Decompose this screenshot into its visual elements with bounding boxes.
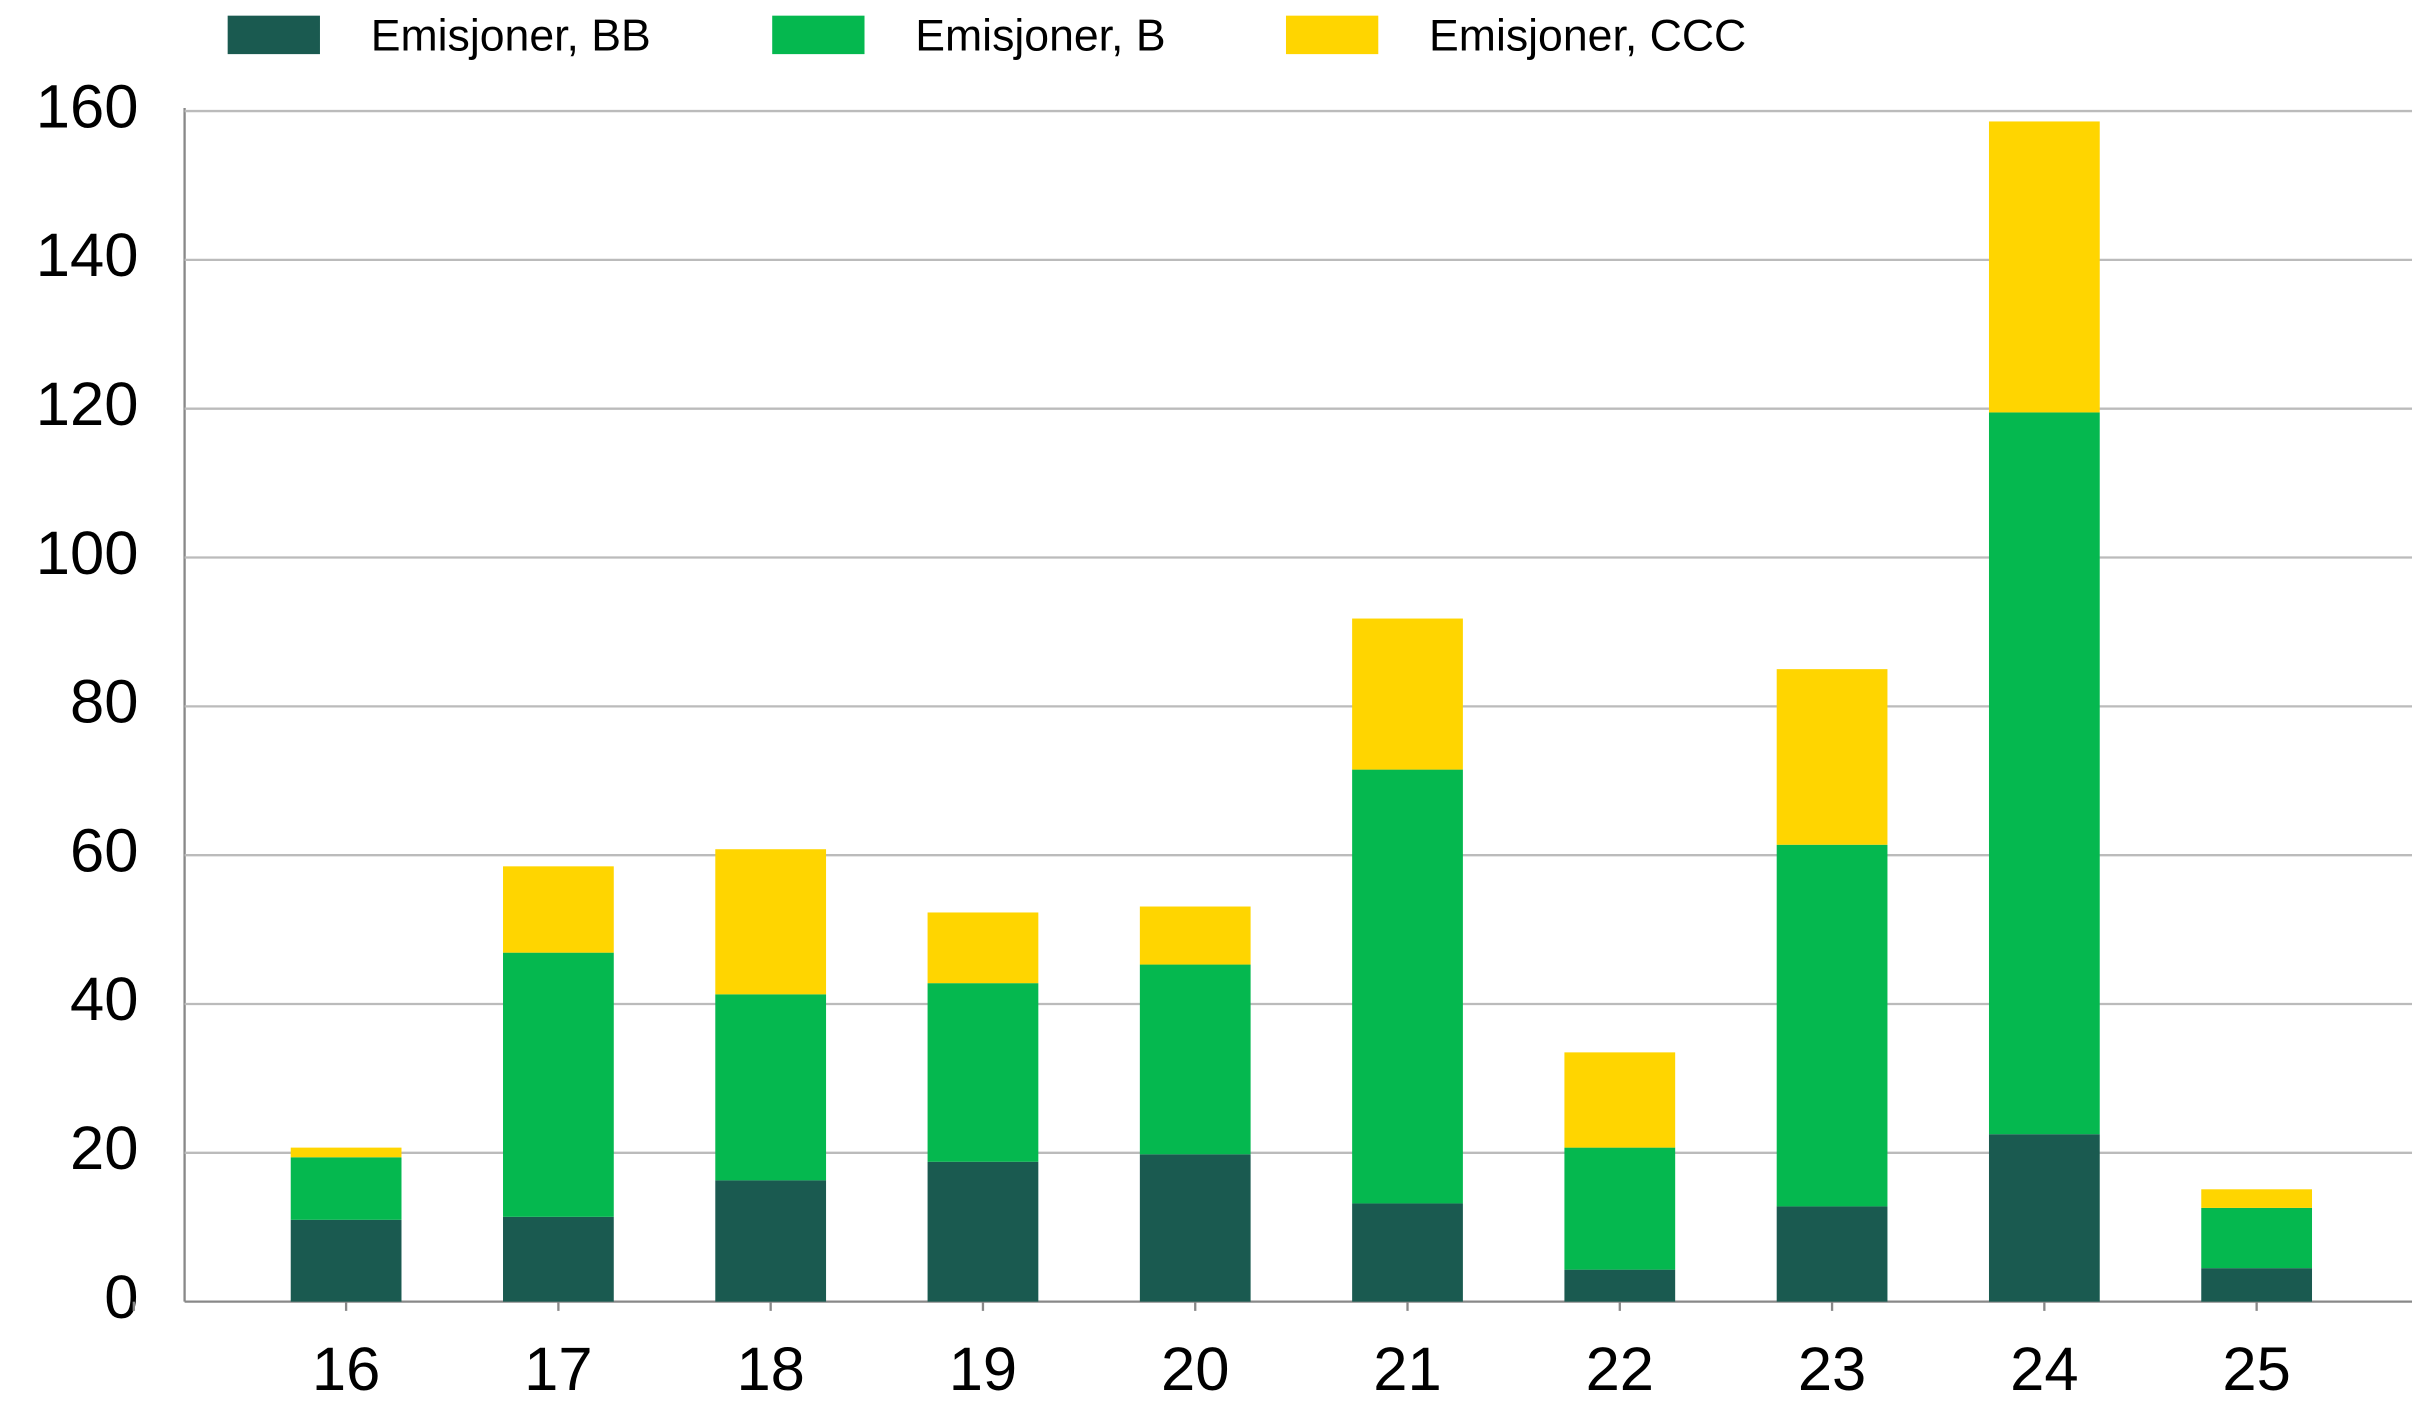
y-tick-label: 20 bbox=[70, 1114, 138, 1183]
bar-segment bbox=[1352, 1203, 1463, 1302]
x-tick-label: 16 bbox=[312, 1335, 380, 1404]
bar-segment bbox=[290, 1157, 402, 1220]
bar-segment bbox=[1139, 906, 1251, 965]
bar-segment bbox=[1352, 618, 1463, 770]
bar-segment bbox=[715, 849, 827, 995]
x-tick-label: 19 bbox=[949, 1335, 1017, 1404]
bar-segment bbox=[1988, 412, 2100, 1135]
bar-segment bbox=[1564, 1052, 1676, 1148]
x-tick-label: 23 bbox=[1798, 1335, 1866, 1404]
bar-segment bbox=[2201, 1207, 2313, 1269]
bar-segment bbox=[927, 912, 1039, 984]
x-tick-label: 24 bbox=[2010, 1335, 2078, 1404]
y-tick-label: 160 bbox=[36, 72, 139, 141]
bar-segment bbox=[2201, 1268, 2313, 1302]
bar-segment bbox=[290, 1219, 402, 1302]
y-tick-label: 0 bbox=[104, 1263, 138, 1332]
legend-swatch bbox=[227, 15, 320, 55]
x-tick-label: 25 bbox=[2222, 1335, 2290, 1404]
bar-segment bbox=[2201, 1189, 2313, 1208]
bar-segment bbox=[503, 1216, 614, 1302]
y-tick-label: 60 bbox=[70, 816, 138, 885]
bar-segment bbox=[290, 1147, 402, 1158]
bar-segment bbox=[927, 983, 1039, 1162]
bar-segment bbox=[1988, 121, 2100, 413]
y-tick-label: 100 bbox=[36, 519, 139, 588]
bar-segment bbox=[1776, 844, 1888, 1207]
x-tick-label: 17 bbox=[524, 1335, 592, 1404]
bar-segment bbox=[1776, 1206, 1888, 1302]
y-tick-label: 40 bbox=[70, 965, 138, 1034]
y-tick-label: 120 bbox=[36, 370, 139, 439]
legend-swatch bbox=[772, 15, 865, 55]
bar-segment bbox=[1139, 964, 1251, 1155]
x-tick-label: 21 bbox=[1373, 1335, 1441, 1404]
bar-segment bbox=[1352, 769, 1463, 1204]
bar-segment bbox=[1988, 1134, 2100, 1302]
bar-segment bbox=[715, 1180, 827, 1302]
bar-segment bbox=[1564, 1147, 1676, 1270]
x-tick-label: 20 bbox=[1161, 1335, 1229, 1404]
legend-label: Emisjoner, B bbox=[915, 12, 1165, 61]
y-tick-label: 80 bbox=[70, 668, 138, 737]
legend-swatch bbox=[1285, 15, 1379, 55]
legend-label: Emisjoner, BB bbox=[371, 12, 651, 61]
bar-segment bbox=[927, 1161, 1039, 1302]
x-tick-label: 18 bbox=[736, 1335, 804, 1404]
bar-segment bbox=[503, 866, 614, 953]
bar-segment bbox=[1139, 1154, 1251, 1302]
bar-segment bbox=[715, 994, 827, 1181]
bar-segment bbox=[1564, 1269, 1676, 1302]
bar-segment bbox=[1776, 669, 1888, 845]
x-tick-label: 22 bbox=[1586, 1335, 1654, 1404]
bar-segment bbox=[503, 952, 614, 1217]
y-tick-label: 140 bbox=[36, 221, 139, 290]
legend-label: Emisjoner, CCC bbox=[1429, 12, 1746, 61]
